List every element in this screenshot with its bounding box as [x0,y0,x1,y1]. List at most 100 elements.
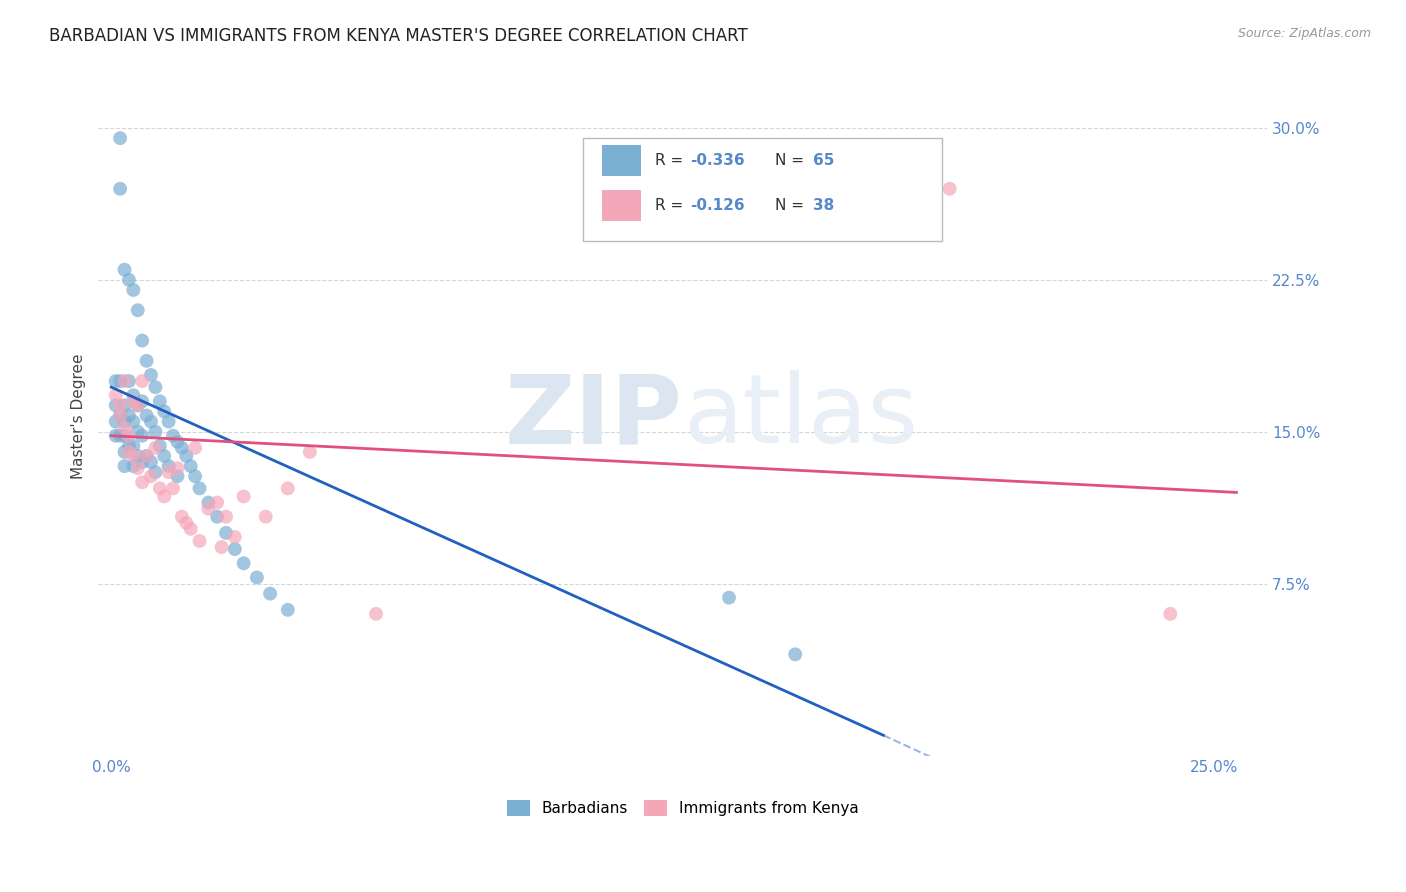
Point [184,441,207,455]
Point [188,533,211,548]
Point [114,398,136,412]
Point [122,439,145,453]
Point [232,490,254,504]
Point [114,374,136,388]
Point [224,530,246,544]
Point [104,388,127,402]
Point [135,449,157,463]
Point [157,459,180,474]
Point [197,495,219,509]
Point [224,542,246,557]
Point [166,469,188,483]
Point [114,420,136,434]
Text: ZIP: ZIP [505,370,683,463]
Point [118,374,141,388]
Point [127,425,149,439]
Text: -0.336: -0.336 [690,153,745,168]
Point [108,182,131,196]
Point [114,415,136,429]
Point [108,131,131,145]
Point [135,409,157,423]
Point [131,455,153,469]
Point [139,368,162,382]
Point [364,607,387,621]
Point [153,449,176,463]
Point [149,439,172,453]
Legend: Barbadians, Immigrants from Kenya: Barbadians, Immigrants from Kenya [501,794,865,822]
Point [166,461,188,475]
Point [153,404,176,418]
Point [139,469,162,483]
Point [118,445,141,459]
Text: BARBADIAN VS IMMIGRANTS FROM KENYA MASTER'S DEGREE CORRELATION CHART: BARBADIAN VS IMMIGRANTS FROM KENYA MASTE… [49,27,748,45]
Point [118,439,141,453]
Point [104,415,127,429]
Point [139,455,162,469]
Text: R =: R = [655,153,689,168]
Point [118,273,141,287]
Point [108,398,131,412]
Point [174,516,197,530]
Point [135,354,157,368]
Point [131,475,153,490]
Point [145,425,167,439]
Point [718,591,741,605]
Text: 38: 38 [813,198,834,212]
Point [145,465,167,479]
Point [1159,607,1181,621]
Point [127,461,149,475]
Point [259,586,281,600]
Point [118,428,141,442]
Point [232,556,254,570]
Text: N =: N = [775,198,808,212]
Point [135,449,157,463]
Point [149,481,172,495]
Point [170,509,193,524]
Point [127,398,149,412]
Point [215,509,238,524]
Point [180,459,202,474]
Point [157,415,180,429]
Point [205,509,228,524]
Point [277,481,299,495]
Point [162,428,184,442]
Point [139,415,162,429]
Y-axis label: Master's Degree: Master's Degree [72,354,86,479]
Point [197,501,219,516]
Point [122,415,145,429]
Point [108,409,131,423]
Point [127,303,149,318]
Point [211,540,233,554]
Point [188,481,211,495]
Point [114,445,136,459]
Point [104,398,127,412]
Point [157,465,180,479]
Point [108,428,131,442]
Point [108,374,131,388]
Point [122,394,145,409]
Text: 65: 65 [813,153,834,168]
Point [114,428,136,442]
Point [180,522,202,536]
Point [298,445,321,459]
Text: N =: N = [775,153,808,168]
Point [104,428,127,442]
Point [114,459,136,474]
Point [131,374,153,388]
Point [131,394,153,409]
Point [254,509,277,524]
Point [131,334,153,348]
Point [170,441,193,455]
Point [153,490,176,504]
Point [122,283,145,297]
Point [145,441,167,455]
Point [184,469,207,483]
Point [114,262,136,277]
Point [122,459,145,474]
Point [131,428,153,442]
Point [166,434,188,449]
Point [127,449,149,463]
Point [104,374,127,388]
Point [145,380,167,394]
Text: R =: R = [655,198,689,212]
